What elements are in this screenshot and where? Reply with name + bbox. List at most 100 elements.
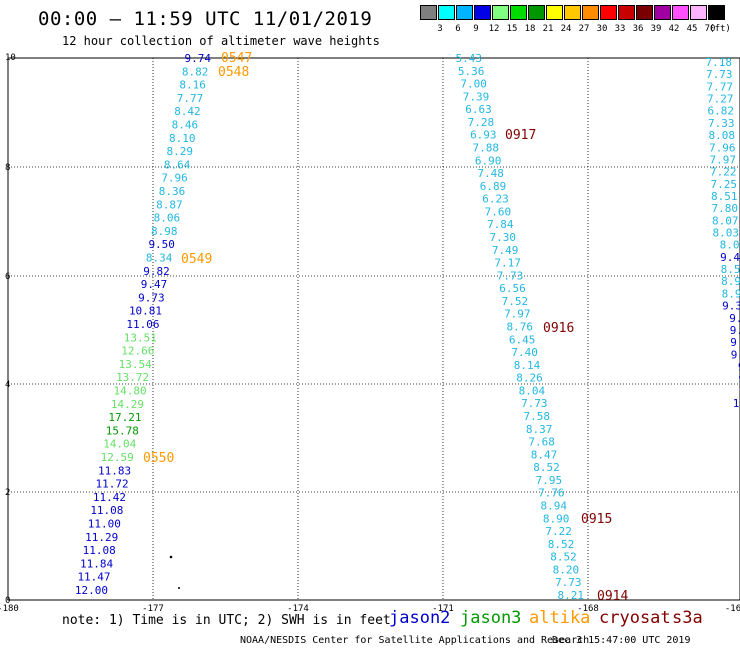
y-tick-label: 4 [5,380,10,390]
track-b-wave-value: 7.68 [528,436,555,449]
colorbar-swatch [528,5,545,20]
track-b-wave-value: 6.23 [482,193,509,206]
colorbar-label: 45 [686,24,698,34]
track-b-wave-value: 7.88 [473,142,500,155]
x-tick-label: -180 [0,604,19,614]
pass-time-label: 0548 [218,65,249,80]
units-note: note: 1) Time is in UTC; 2) SWH is in fe… [62,613,391,628]
footer-credit: NOAA/NESDIS Center for Satellite Applica… [240,635,590,646]
track-b-wave-value: 7.52 [502,295,529,308]
colorbar-swatch [672,5,689,20]
track-a-wave-value: 7.96 [161,172,188,185]
track-c-wave-value: 7.77 [707,80,734,93]
track-b-wave-value: 8.94 [541,500,568,513]
track-a-wave-value: 17.21 [108,411,141,424]
legend-jason2: jason2 [389,608,451,628]
track-a-wave-value: 14.04 [103,438,136,451]
track-c-wave-value: 9. [730,324,740,337]
track-a-wave-value: 8.10 [169,132,196,145]
x-tick-label: -177 [142,604,164,614]
track-c-wave-value: 8.51 [711,190,738,203]
track-a-wave-value: 11.06 [126,318,159,331]
track-b-wave-value: 7.40 [511,346,538,359]
track-a-wave-value: 10.81 [129,305,162,318]
track-a-wave-value: 9.74 [185,52,212,65]
track-a-wave-value: 9.47 [141,278,168,291]
track-a-wave-value: 11.08 [83,544,116,557]
colorbar-label: 42 [668,24,680,34]
colorbar-swatch [546,5,563,20]
colorbar-label: 24 [560,24,572,34]
y-tick-label: 10 [5,53,16,63]
x-tick-label: -16 [725,604,740,614]
track-a-wave-value: 12.00 [75,584,108,597]
colorbar-swatch [636,5,653,20]
track-b-wave-value: 7.49 [492,244,519,257]
data-dot [178,587,180,589]
plot-frame [7,57,740,601]
colorbar-label: 30 [596,24,608,34]
track-c-wave-value: 9. [729,312,740,325]
track-c-wave-value: 7.80 [712,202,739,215]
track-a-wave-value: 11.00 [88,518,121,531]
track-c-wave-value: 7.27 [707,93,734,106]
track-c-wave-value: 9. [730,336,740,349]
legend-s3a: s3a [672,608,703,628]
track-c-wave-value: 7.18 [706,56,733,69]
track-b-wave-value: 5.36 [458,65,485,78]
track-a-wave-value: 8.42 [174,105,201,118]
track-a-wave-value: 13.72 [116,371,149,384]
track-a-wave-value: 13.51 [124,331,157,344]
track-a-wave-value: 9.73 [138,291,165,304]
track-a-wave-value: 8.82 [182,65,209,78]
track-b-wave-value: 8.76 [507,321,534,334]
track-b-wave-value: 7.76 [538,487,565,500]
track-c-wave-value: 7.73 [706,68,733,81]
x-tick-label: -168 [577,604,599,614]
data-dot [169,555,173,559]
legend-cryosat: cryosat [599,608,671,628]
track-b-wave-value: 8.90 [543,512,570,525]
track-a-wave-value: 11.08 [90,504,123,517]
colorbar-swatch [690,5,707,20]
track-b-wave-value: 7.22 [545,525,572,538]
footer-date: Dec 3 15:47:00 UTC 2019 [552,635,691,646]
x-tick-label: -171 [432,604,454,614]
colorbar-unit: (ft) [709,24,731,34]
track-a-wave-value: 8.06 [154,212,181,225]
track-a-wave-value: 14.80 [114,385,147,398]
colorbar-swatch [438,5,455,20]
pass-time-label: 0547 [221,51,252,66]
track-a-wave-value: 11.47 [77,571,110,584]
track-a-wave-value: 14.29 [111,398,144,411]
track-a-wave-value: 8.29 [166,145,193,158]
track-b-wave-value: 6.90 [475,154,502,167]
track-b-wave-value: 7.30 [490,231,517,244]
track-c-wave-value: 8.03 [713,227,740,240]
track-a-wave-value: 8.34 [146,252,173,265]
colorbar-swatch [510,5,527,20]
colorbar-label: 12 [488,24,500,34]
track-c-wave-value: 8.5 [721,263,740,276]
colorbar-label: 18 [524,24,536,34]
colorbar-label: 70 [704,24,716,34]
track-b-wave-value: 8.52 [533,461,560,474]
track-b-wave-value: 7.48 [477,167,504,180]
colorbar-swatch [456,5,473,20]
track-a-wave-value: 8.87 [156,198,183,211]
colorbar-label: 33 [614,24,626,34]
track-b-wave-value: 8.14 [514,359,541,372]
track-c-wave-value: 9 [739,385,740,398]
track-c-wave-value: 7.33 [708,117,735,130]
colorbar-label: 36 [632,24,644,34]
track-c-wave-value: 9.3 [722,300,740,313]
y-tick-label: 8 [5,163,10,173]
track-a-wave-value: 11.29 [85,531,118,544]
track-b-wave-value: 7.84 [487,218,514,231]
track-c-wave-value: 8.9 [721,275,740,288]
track-b-wave-value: 6.45 [509,333,536,346]
colorbar-swatch [492,5,509,20]
colorbar-swatch [600,5,617,20]
colorbar-label: 9 [473,24,479,34]
track-a-wave-value: 9.82 [143,265,170,278]
